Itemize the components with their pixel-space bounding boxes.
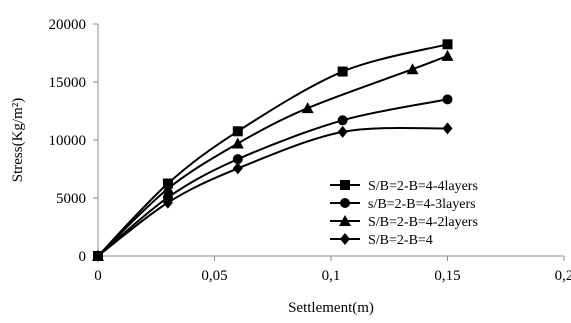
data-point-diamond (232, 162, 243, 175)
data-point-circle (232, 154, 243, 165)
legend-label: S/B=2-B=4-4layers (368, 179, 478, 194)
x-tick-label: 0,2 (555, 268, 571, 284)
legend-marker-square (340, 180, 350, 190)
data-point-square (442, 39, 453, 50)
data-point-diamond (337, 125, 348, 138)
data-point-triangle (441, 49, 454, 61)
y-tick-label: 15000 (49, 75, 87, 91)
x-axis-title: Settlement(m) (288, 300, 374, 316)
data-point-diamond (442, 122, 453, 135)
data-point-circle (442, 94, 453, 105)
y-tick-label: 20000 (49, 17, 87, 33)
legend-marker-diamond (340, 233, 350, 245)
y-tick-label: 5000 (56, 191, 86, 207)
y-axis-title: Stress(Kg/m²) (10, 98, 26, 183)
legend-label: s/B=2-B=4-3layers (368, 197, 476, 212)
x-tick-label: 0,15 (434, 268, 460, 284)
y-tick-label: 0 (79, 249, 87, 265)
data-point-diamond (162, 196, 173, 209)
legend-label: S/B=2-B=4-2layers (368, 215, 478, 230)
data-point-triangle (406, 63, 419, 75)
axes (93, 23, 565, 261)
data-point-triangle (161, 182, 174, 194)
data-point-triangle (231, 137, 244, 149)
x-tick-label: 0 (94, 268, 102, 284)
legend: S/B=2-B=4-4layers s/B=2-B=4-3layers S/B=2-… (330, 179, 478, 248)
data-point-square (337, 66, 348, 77)
legend-label: S/B=2-B=4 (368, 233, 433, 248)
x-tick-label: 0,1 (322, 268, 341, 284)
series-line-4 (97, 126, 448, 257)
data-point-triangle (301, 102, 314, 114)
legend-marker-circle (340, 198, 350, 208)
series-markers (92, 39, 454, 262)
data-point-square (232, 126, 243, 137)
data-point-circle (337, 115, 348, 126)
x-tick-label: 0,05 (201, 268, 227, 284)
data-point-diamond (93, 250, 103, 262)
legend-marker-triangle (339, 215, 351, 226)
tick-labels: 0 5000 10000 15000 20000 0 0,05 0,1 0,15 0,2 (49, 17, 571, 284)
y-tick-label: 10000 (49, 133, 87, 149)
